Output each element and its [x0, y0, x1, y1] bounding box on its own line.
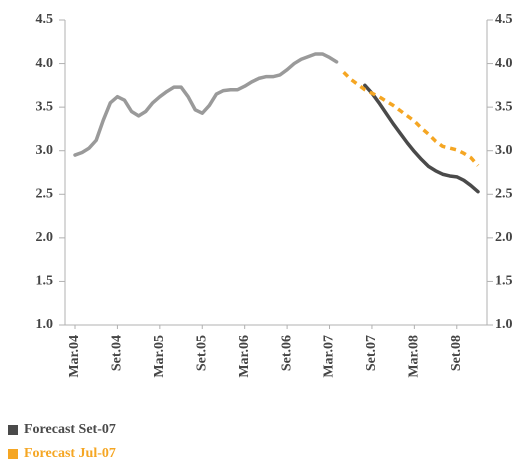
y-tick-label: 1.5 — [36, 274, 54, 289]
legend-swatch — [8, 425, 18, 435]
y2-tick-label: 2.0 — [495, 230, 513, 245]
y-tick-label: 3.5 — [36, 99, 54, 114]
y-tick-label: 1.0 — [36, 317, 54, 332]
y-tick-label: 2.5 — [36, 187, 54, 202]
x-tick-label: Mar.07 — [322, 335, 337, 378]
x-tick-label: Mar.04 — [67, 335, 82, 378]
x-tick-label: Mar.08 — [407, 335, 422, 378]
y-tick-label: 4.0 — [36, 56, 54, 71]
legend-label: Forecast Set-07 — [24, 422, 116, 437]
legend-swatch — [8, 449, 18, 459]
y2-tick-label: 1.0 — [495, 317, 513, 332]
y2-tick-label: 4.5 — [495, 12, 513, 27]
y2-tick-label: 3.5 — [495, 99, 513, 114]
y-tick-label: 4.5 — [36, 12, 54, 27]
y-tick-label: 3.0 — [36, 143, 54, 158]
series-line — [363, 83, 480, 194]
legend-label: Forecast Jul-07 — [24, 446, 116, 461]
x-tick-label: Set.06 — [279, 335, 294, 371]
y2-tick-label: 2.5 — [495, 187, 513, 202]
x-tick-label: Set.08 — [449, 335, 464, 371]
series-line — [73, 52, 339, 157]
y2-tick-label: 4.0 — [495, 56, 513, 71]
x-tick-label: Set.07 — [364, 335, 379, 371]
x-tick-label: Mar.06 — [237, 335, 252, 378]
x-tick-label: Set.04 — [110, 335, 125, 371]
y-tick-label: 2.0 — [36, 230, 54, 245]
y2-tick-label: 3.0 — [495, 143, 513, 158]
y2-tick-label: 1.5 — [495, 274, 513, 289]
x-tick-label: Set.05 — [194, 335, 209, 371]
x-tick-label: Mar.05 — [152, 335, 167, 378]
series-line — [342, 71, 480, 167]
